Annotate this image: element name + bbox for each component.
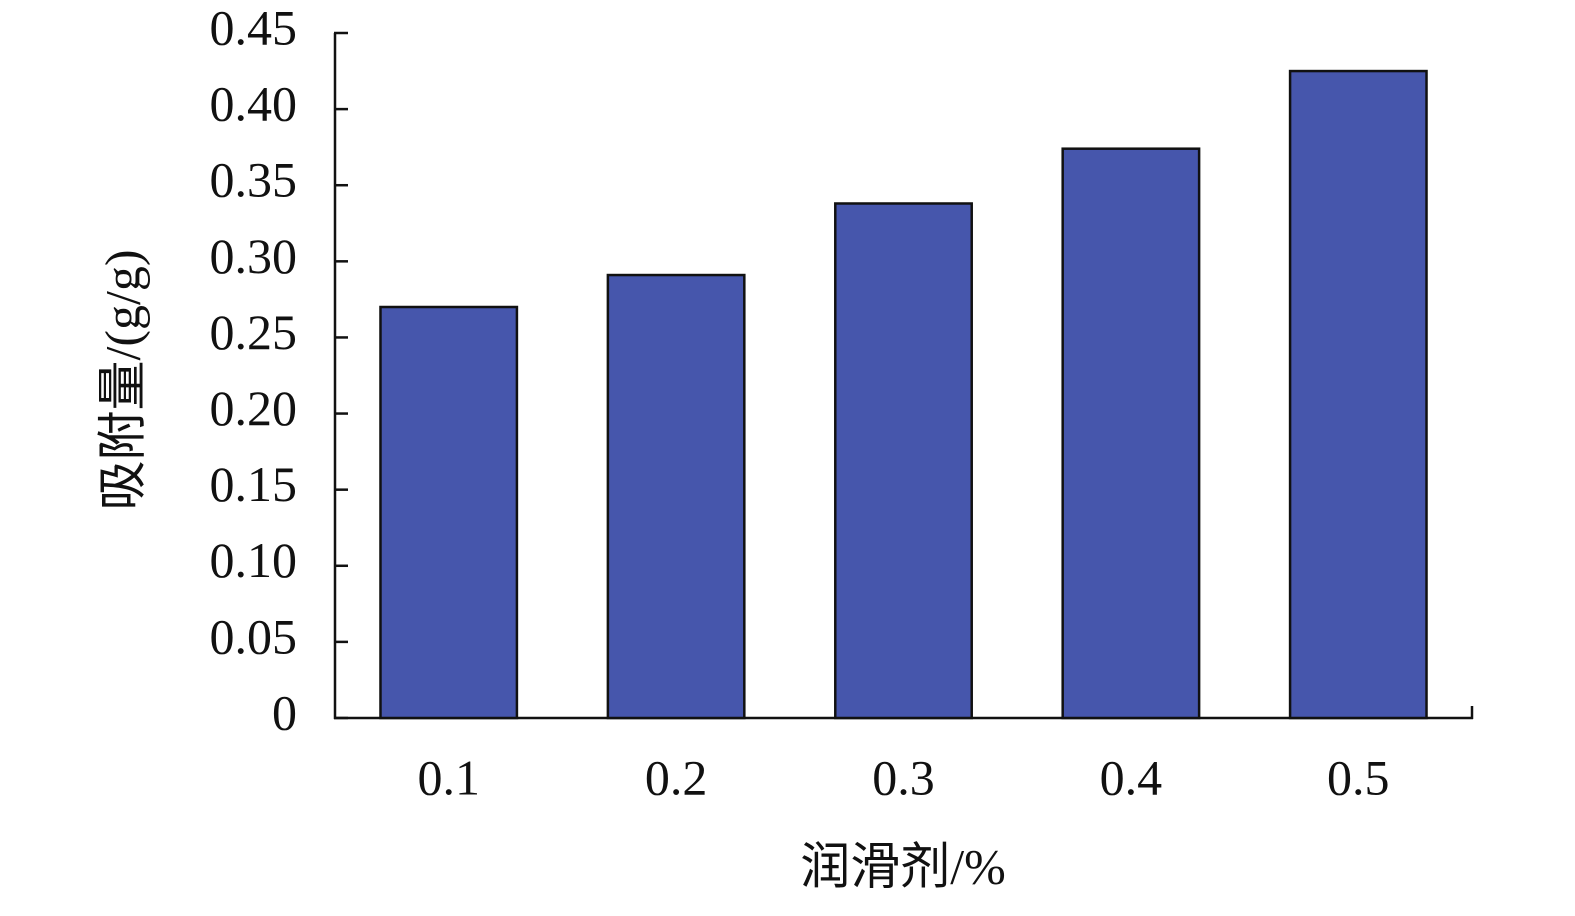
bar: [1061, 147, 1201, 720]
bar: [834, 202, 973, 720]
y-tick-label: 0.15: [210, 456, 298, 512]
bar: [379, 305, 519, 720]
x-tick-label: 0.5: [1327, 749, 1390, 805]
bar: [606, 273, 746, 720]
x-tick-label: 0.1: [417, 749, 480, 805]
y-tick-label: 0.10: [210, 532, 298, 588]
y-tick-label: 0.30: [210, 228, 298, 284]
y-axis-title: 吸附量/(g/g): [94, 249, 150, 510]
y-tick-label: 0.25: [210, 304, 298, 360]
y-tick-label: 0.20: [210, 380, 298, 436]
x-axis-title: 润滑剂/%: [800, 838, 1006, 894]
bar: [1288, 69, 1428, 720]
x-tick-label: 0.2: [645, 749, 708, 805]
y-tick-label: 0.05: [210, 608, 298, 664]
x-tick-label: 0.4: [1100, 749, 1163, 805]
x-tick-label: 0.3: [872, 749, 935, 805]
y-tick-label: 0.35: [210, 152, 298, 208]
y-tick-label: 0.45: [210, 0, 298, 55]
y-tick-label: 0.40: [210, 76, 298, 132]
y-tick-label: 0: [272, 684, 297, 740]
